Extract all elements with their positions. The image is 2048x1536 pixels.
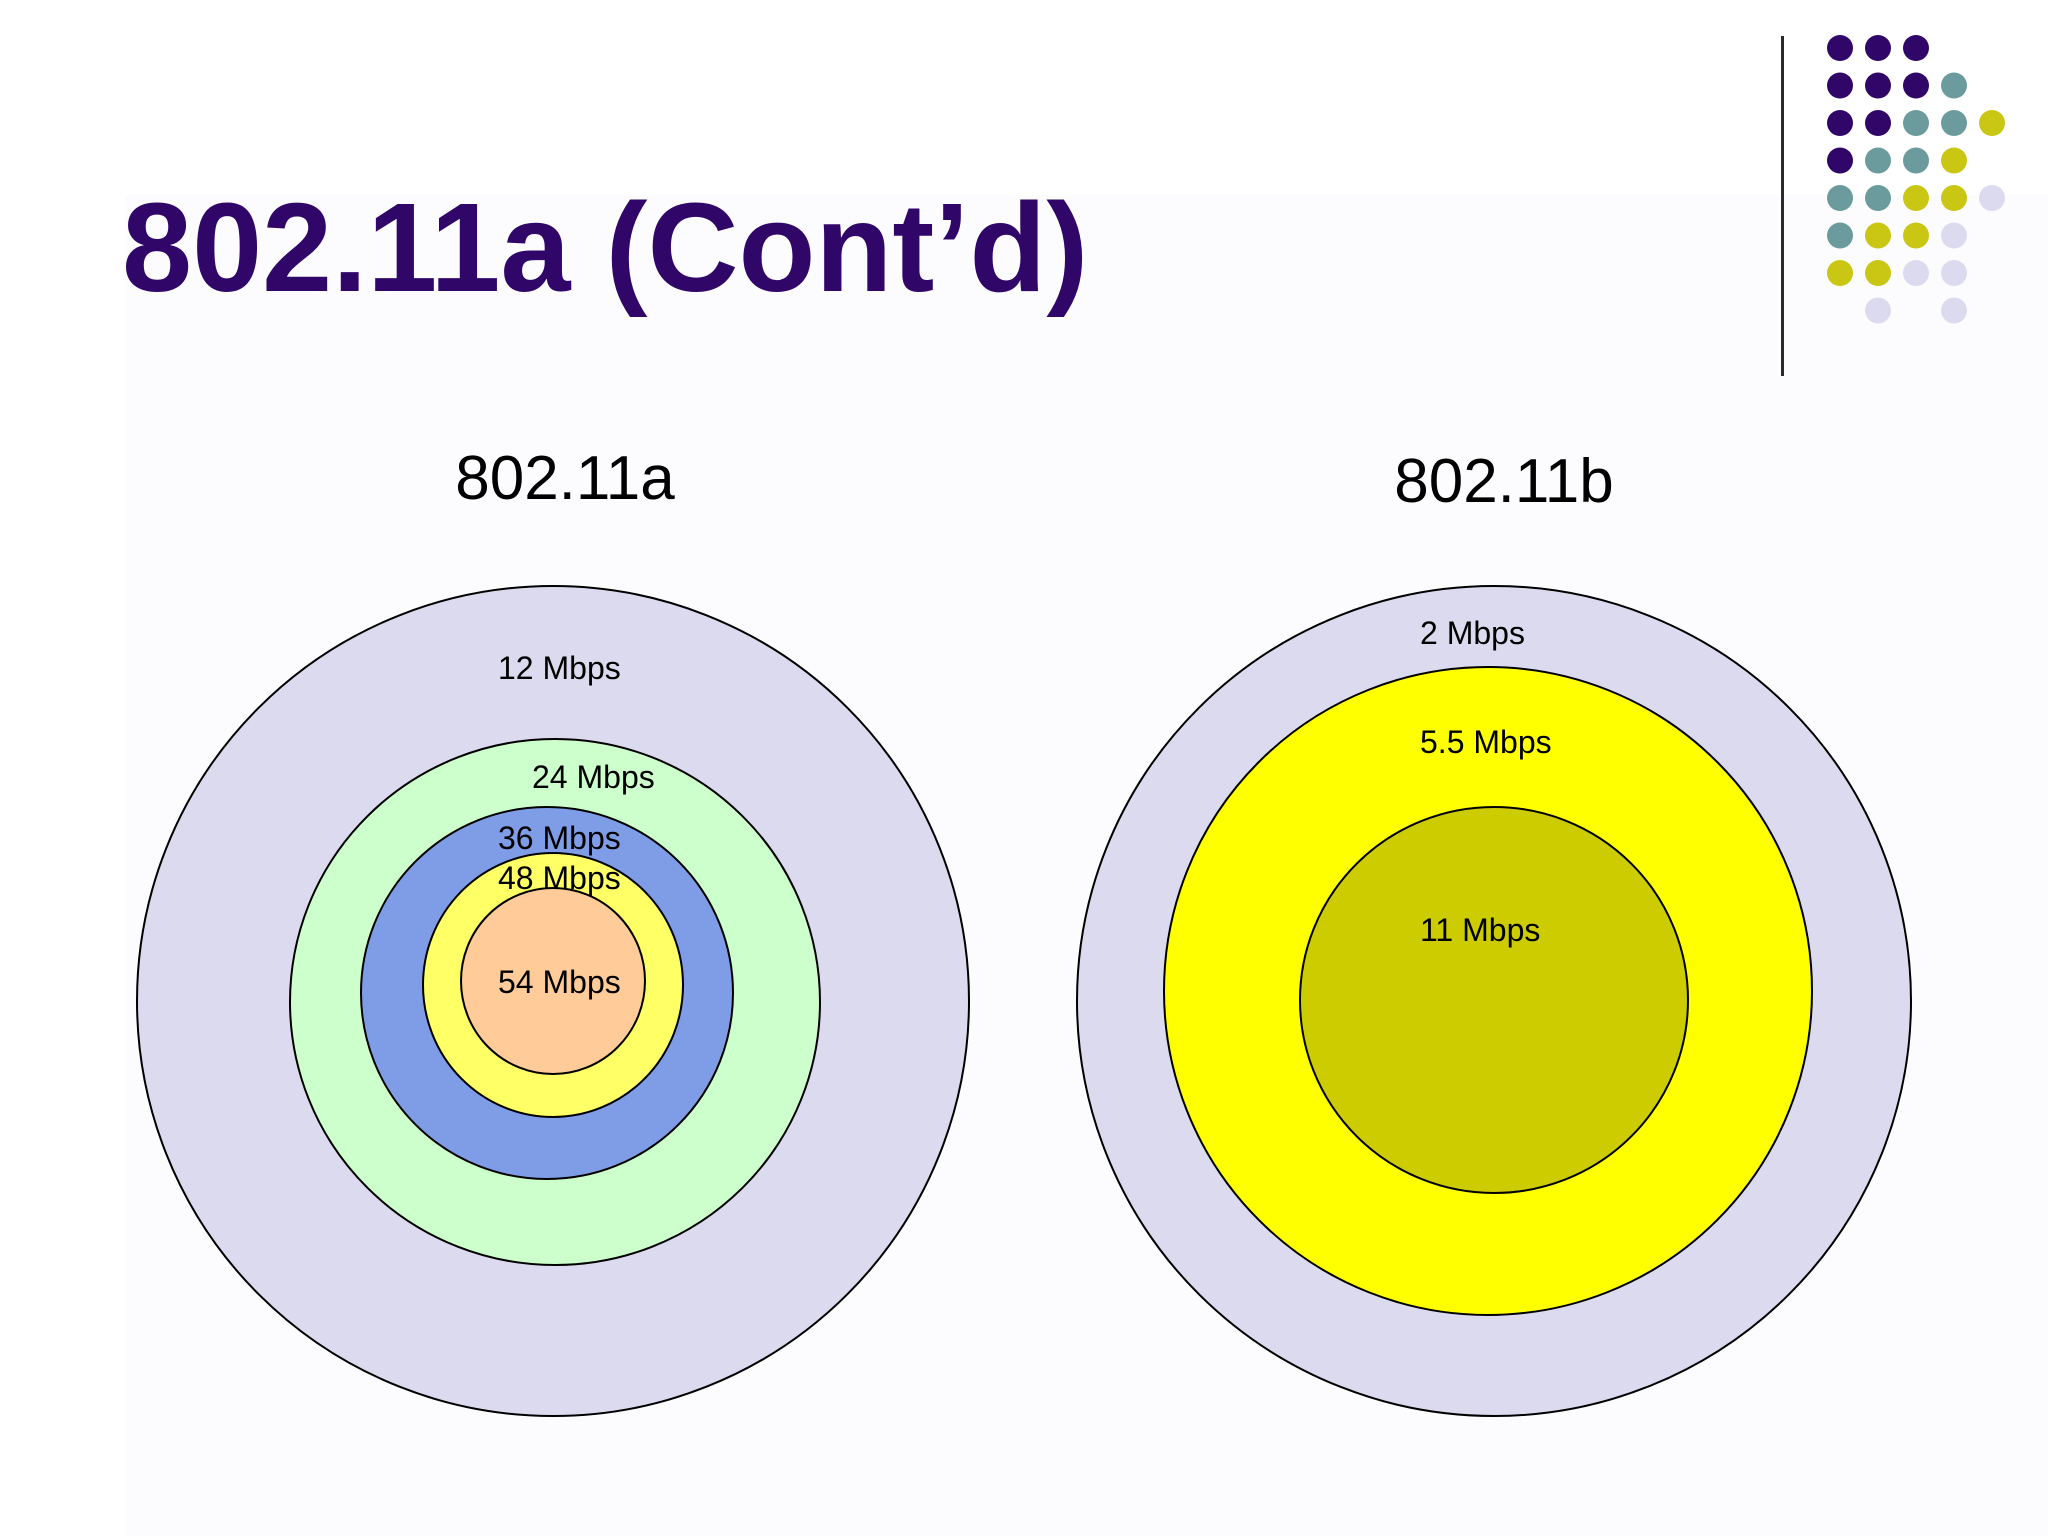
diagram-802-11b: 802.11b 2 Mbps 5.5 Mbps 11 Mbps bbox=[1076, 447, 1912, 1417]
ring-54-mbps bbox=[460, 887, 646, 1075]
ring-label-48-mbps: 48 Mbps bbox=[498, 860, 621, 896]
slide-title: 802.11a (Cont’d) bbox=[122, 177, 1089, 318]
decor-dot-yellow bbox=[1865, 222, 1891, 249]
decor-dot-teal bbox=[1865, 185, 1891, 211]
decor-dot-purple bbox=[1827, 147, 1853, 174]
decor-dot-teal bbox=[1827, 222, 1853, 249]
decor-dot-teal bbox=[1827, 185, 1853, 211]
decor-dot-yellow bbox=[1903, 185, 1929, 211]
decor-dot-purple bbox=[1865, 110, 1891, 136]
diagram-title-802-11b: 802.11b bbox=[1394, 447, 1614, 516]
decor-dot-purple bbox=[1865, 72, 1891, 99]
decor-dot-yellow bbox=[1903, 222, 1929, 249]
ring-label-36-mbps: 36 Mbps bbox=[498, 820, 621, 856]
decor-dot-lavender bbox=[1941, 260, 1967, 286]
ring-11-mbps bbox=[1299, 806, 1689, 1194]
decor-dot-purple bbox=[1903, 35, 1929, 61]
decor-dot-purple bbox=[1827, 35, 1853, 61]
decor-dot-yellow bbox=[1827, 260, 1853, 286]
decor-dot-lavender bbox=[1979, 185, 2005, 211]
decor-dot-yellow bbox=[1941, 185, 1967, 211]
diagram-title-802-11a: 802.11a bbox=[455, 444, 675, 513]
ring-label-5-5-mbps: 5.5 Mbps bbox=[1420, 724, 1552, 760]
decor-dot-teal bbox=[1865, 147, 1891, 174]
decor-dot-lavender bbox=[1941, 222, 1967, 249]
diagram-802-11a: 802.11a 12 Mbps 24 Mbps 36 Mbps 48 Mbps … bbox=[136, 444, 970, 1417]
decor-dot-teal bbox=[1941, 110, 1967, 136]
decor-dot-purple bbox=[1865, 35, 1891, 61]
decor-dot-purple bbox=[1903, 72, 1929, 99]
ring-label-12-mbps: 12 Mbps bbox=[498, 650, 621, 686]
decor-dot-lavender bbox=[1865, 297, 1891, 324]
decor-dot-yellow bbox=[1865, 260, 1891, 286]
decor-dot-yellow bbox=[1941, 147, 1967, 174]
decor-dot-purple bbox=[1827, 110, 1853, 136]
decor-dot-teal bbox=[1903, 147, 1929, 174]
decor-dot-teal bbox=[1941, 72, 1967, 99]
ring-label-2-mbps: 2 Mbps bbox=[1420, 615, 1525, 651]
decor-dot-teal bbox=[1903, 110, 1929, 136]
decor-dot-lavender bbox=[1903, 260, 1929, 286]
decorative-dot-grid bbox=[1827, 35, 2005, 324]
decor-dot-lavender bbox=[1941, 297, 1967, 324]
decor-dot-yellow bbox=[1979, 110, 2005, 136]
ring-label-11-mbps: 11 Mbps bbox=[1420, 912, 1540, 948]
title-divider bbox=[1781, 36, 1784, 376]
ring-label-54-mbps: 54 Mbps bbox=[498, 964, 621, 1000]
ring-label-24-mbps: 24 Mbps bbox=[532, 759, 655, 795]
decor-dot-purple bbox=[1827, 72, 1853, 99]
